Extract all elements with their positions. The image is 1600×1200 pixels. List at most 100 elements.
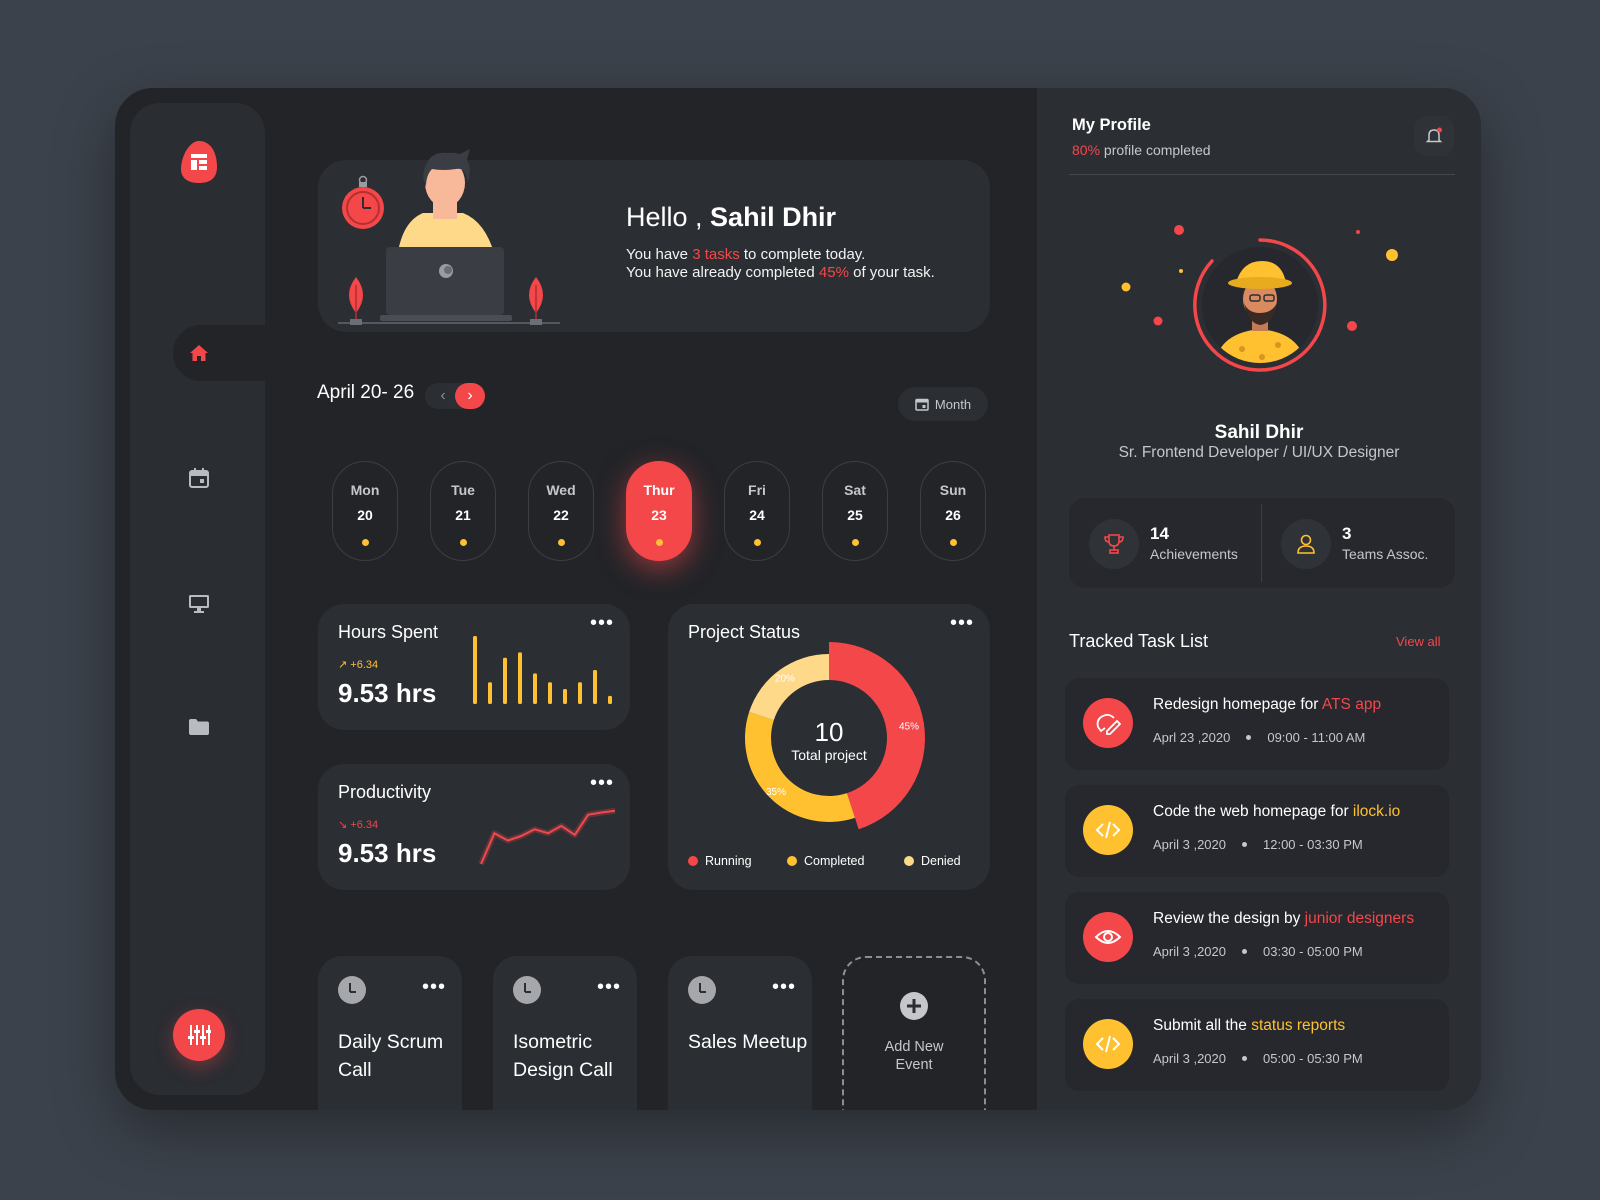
day-mon[interactable]: Mon 20 <box>332 461 398 561</box>
notifications-button[interactable] <box>1414 116 1454 156</box>
day-date: 25 <box>847 507 863 523</box>
profile-panel: My Profile 80% profile completed <box>1037 88 1481 1110</box>
event-more-button[interactable]: ••• <box>597 976 622 998</box>
task-time: 05:00 - 05:30 PM <box>1263 1051 1363 1066</box>
task-title-text: Submit all the <box>1153 1017 1252 1034</box>
welcome-banner: Hello , Sahil Dhir You have 3 tasks to c… <box>318 149 990 332</box>
dashboard-logo[interactable] <box>179 139 219 185</box>
achievements-count: 14 <box>1150 524 1169 543</box>
productivity-line-chart <box>478 807 616 866</box>
day-event-dot <box>361 539 369 546</box>
donut-label-denied: 20% <box>775 673 795 684</box>
sidebar-item-folder[interactable] <box>184 712 214 742</box>
hours-bar <box>488 682 492 704</box>
day-name: Thur <box>643 482 675 498</box>
plus-icon <box>900 992 928 1020</box>
next-week-button[interactable]: › <box>455 383 485 409</box>
avatar[interactable] <box>1192 237 1328 373</box>
view-all-link[interactable]: View all <box>1396 634 1441 649</box>
day-name: Fri <box>748 482 766 498</box>
trend-down-icon: ↘ <box>338 819 351 831</box>
sidebar-item-monitor[interactable] <box>184 588 214 618</box>
project-status-more-button[interactable]: ••• <box>950 612 975 634</box>
productivity-value: 9.53 hrs <box>338 838 437 868</box>
day-fri[interactable]: Fri 24 <box>724 461 790 561</box>
tasks-count: 3 tasks <box>692 246 740 263</box>
dashboard-app: Hello , Sahil Dhir You have 3 tasks to c… <box>115 88 1481 1110</box>
legend-dot-denied <box>904 856 914 866</box>
event-more-button[interactable]: ••• <box>772 976 797 998</box>
task-item[interactable]: Code the web homepage for ilock.io April… <box>1065 785 1449 877</box>
profile-role: Sr. Frontend Developer / UI/UX Designer <box>1118 444 1400 461</box>
tasks-today-pre: You have <box>626 246 693 263</box>
greeting-hello: Hello , <box>626 202 703 232</box>
task-item[interactable]: Submit all the status reports April 3 ,2… <box>1065 999 1449 1091</box>
day-event-dot <box>655 539 663 546</box>
user-icon <box>1281 519 1331 569</box>
day-event-dot <box>557 539 565 546</box>
meta-separator <box>1242 1056 1247 1061</box>
sidebar-item-home[interactable] <box>184 338 214 368</box>
month-view-button[interactable]: Month <box>898 387 988 421</box>
legend-completed-label: Completed <box>804 854 865 868</box>
settings-fab-button[interactable] <box>173 1009 225 1061</box>
task-title-accent: junior designers <box>1304 910 1415 927</box>
event-title: Sales Meetup <box>688 1031 808 1053</box>
profile-completion-percent: 80% <box>1072 142 1101 158</box>
task-time: 12:00 - 03:30 PM <box>1263 837 1363 852</box>
code-icon <box>1083 1019 1133 1069</box>
productivity-more-button[interactable]: ••• <box>590 772 615 794</box>
sidebar <box>130 103 293 1095</box>
day-sat[interactable]: Sat 25 <box>822 461 888 561</box>
task-item[interactable]: Review the design by junior designers Ap… <box>1065 892 1449 984</box>
event-card[interactable]: ••• Sales Meetup <box>668 956 812 1110</box>
task-meta: April 3 ,2020 12:00 - 03:30 PM <box>1153 837 1363 852</box>
day-event-dot <box>753 539 761 546</box>
event-card[interactable]: ••• Isometric Design Call <box>493 956 637 1110</box>
sidebar-item-calendar[interactable] <box>184 463 214 493</box>
add-event-button[interactable]: Add New Event <box>842 956 986 1110</box>
hours-spent-more-button[interactable]: ••• <box>590 612 615 634</box>
task-title-text: Code the web homepage for <box>1153 803 1353 820</box>
tasks-today-text: You have 3 tasks to complete today. <box>626 246 865 263</box>
event-title: Daily Scrum Call <box>338 1031 444 1081</box>
donut-slice-completed <box>745 712 855 822</box>
task-title: Redesign homepage for ATS app <box>1153 696 1381 714</box>
day-date: 24 <box>749 507 765 523</box>
donut-slice-denied <box>749 654 829 721</box>
profile-completion: 80% profile completed <box>1072 142 1211 158</box>
day-tue[interactable]: Tue 21 <box>430 461 496 561</box>
bell-icon <box>1425 127 1443 143</box>
greeting-heading: Hello , Sahil Dhir <box>626 202 836 233</box>
task-meta: Aprl 23 ,2020 09:00 - 11:00 AM <box>1153 730 1365 745</box>
donut-slice-running <box>829 642 926 830</box>
completed-percent: 45% <box>818 264 849 281</box>
hours-spent-title: Hours Spent <box>338 622 439 642</box>
profile-completion-text: profile completed <box>1100 142 1211 158</box>
working-person-illustration <box>338 149 560 325</box>
donut-label-running: 45% <box>899 721 919 732</box>
day-event-dot <box>949 539 957 546</box>
task-item[interactable]: Redesign homepage for ATS app Aprl 23 ,2… <box>1065 678 1449 770</box>
completed-post: of your task. <box>848 264 935 281</box>
week-pager: ‹ › <box>425 383 485 409</box>
month-view-label: Month <box>934 396 972 412</box>
day-wed[interactable]: Wed 22 <box>528 461 594 561</box>
meta-separator <box>1246 735 1252 740</box>
productivity-title: Productivity <box>338 782 432 802</box>
task-title-accent: ilock.io <box>1352 803 1401 820</box>
event-card[interactable]: ••• Daily Scrum Call <box>318 956 462 1110</box>
legend-running-label: Running <box>705 854 752 868</box>
day-sun[interactable]: Sun 26 <box>920 461 986 561</box>
home-icon <box>190 345 208 361</box>
day-name: Sun <box>939 482 967 498</box>
hours-bar <box>518 652 522 704</box>
legend-denied: Denied <box>904 854 961 868</box>
prev-week-button[interactable]: ‹ <box>440 387 446 404</box>
event-more-button[interactable]: ••• <box>422 976 447 998</box>
day-thur[interactable]: Thur 23 <box>626 461 692 561</box>
day-event-dot <box>459 539 467 546</box>
profile-name: Sahil Dhir <box>1214 422 1304 443</box>
productivity-trend-value: +6.34 <box>350 819 379 831</box>
day-name: Wed <box>546 482 576 498</box>
